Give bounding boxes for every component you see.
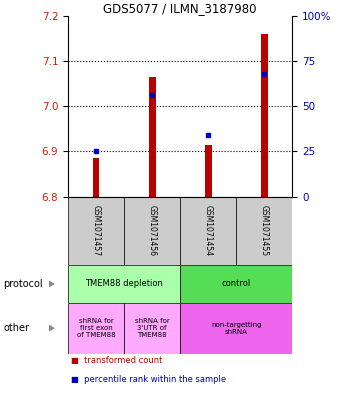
Bar [205, 145, 211, 196]
Bar [124, 303, 180, 354]
Bar [68, 196, 124, 265]
Bar [236, 196, 292, 265]
Bar [180, 196, 236, 265]
Text: other: other [3, 323, 29, 333]
Bar [68, 265, 180, 303]
Text: shRNA for
3'UTR of
TMEM88: shRNA for 3'UTR of TMEM88 [135, 318, 170, 338]
Bar [149, 77, 155, 196]
Bar [261, 34, 268, 197]
Bar [124, 196, 180, 265]
Text: ■  percentile rank within the sample: ■ percentile rank within the sample [71, 375, 226, 384]
Text: GSM1071457: GSM1071457 [91, 205, 101, 257]
Text: TMEM88 depletion: TMEM88 depletion [85, 279, 163, 288]
Bar [180, 265, 292, 303]
Text: ■  transformed count: ■ transformed count [71, 356, 163, 365]
Bar [180, 303, 292, 354]
Text: GSM1071454: GSM1071454 [204, 205, 213, 257]
Title: GDS5077 / ILMN_3187980: GDS5077 / ILMN_3187980 [103, 2, 257, 15]
Text: non-targetting
shRNA: non-targetting shRNA [211, 321, 261, 335]
Bar [93, 158, 99, 196]
Text: GSM1071456: GSM1071456 [148, 205, 157, 257]
Bar [68, 303, 124, 354]
Text: protocol: protocol [3, 279, 43, 289]
Text: control: control [222, 279, 251, 288]
Text: shRNA for
first exon
of TMEM88: shRNA for first exon of TMEM88 [77, 318, 115, 338]
Text: GSM1071455: GSM1071455 [260, 205, 269, 257]
